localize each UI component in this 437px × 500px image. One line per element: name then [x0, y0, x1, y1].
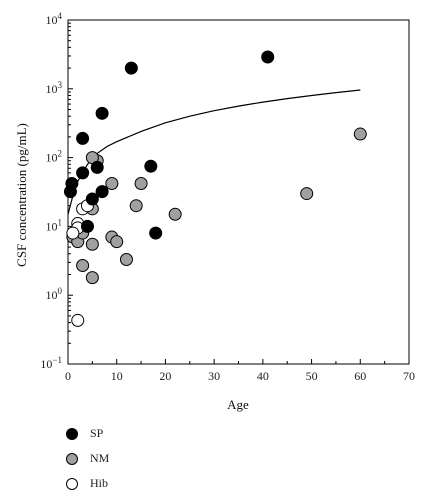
point-sp	[95, 185, 109, 199]
point-sp	[80, 219, 94, 233]
point-nm	[119, 253, 133, 267]
point-nm	[129, 199, 143, 213]
x-tick-label: 40	[257, 369, 269, 383]
scatter-chart: 0 10 20 30 40 50 60 70 10−1 100 101 102 103 104 Age C…	[14, 11, 415, 412]
plot-frame	[67, 19, 410, 365]
y-tick-label: 101	[46, 217, 63, 233]
point-sp	[76, 166, 90, 180]
point-nm	[105, 177, 119, 191]
point-nm	[134, 177, 148, 191]
x-axis-title: Age	[227, 397, 249, 412]
legend: SP NM Hib	[66, 421, 109, 496]
point-sp	[85, 192, 99, 206]
point-hib	[66, 226, 80, 240]
fit-curve	[67, 89, 361, 215]
y-tick-label: 104	[46, 11, 63, 27]
point-hib	[71, 313, 85, 327]
y-tick-label: 100	[46, 286, 63, 302]
axes: 0 10 20 30 40 50 60 70 10−1 100 101 102 103 104	[40, 11, 415, 383]
x-tick-label: 0	[65, 369, 71, 383]
point-sp	[261, 50, 275, 64]
series-sp	[63, 50, 275, 240]
y-tick-label: 102	[46, 149, 63, 165]
x-tick-label: 10	[111, 369, 123, 383]
nm-marker-icon	[66, 452, 78, 465]
legend-item-nm: NM	[66, 446, 109, 471]
point-nm	[168, 207, 182, 221]
y-tick-label: 10−1	[40, 355, 62, 371]
fit-curve-layer	[67, 89, 361, 215]
point-sp	[144, 159, 158, 173]
point-sp	[95, 106, 109, 120]
series-nm	[66, 127, 367, 285]
x-tick-label: 70	[403, 369, 415, 383]
point-sp	[63, 185, 77, 199]
data-points-layer	[63, 50, 367, 327]
legend-item-hib: Hib	[66, 471, 109, 496]
point-nm	[353, 127, 367, 141]
point-sp	[124, 61, 138, 75]
point-sp	[149, 226, 163, 240]
sp-marker-icon	[66, 427, 78, 440]
x-tick-label: 30	[208, 369, 220, 383]
x-tick-label: 20	[159, 369, 171, 383]
point-nm	[110, 235, 124, 249]
legend-label-sp: SP	[90, 426, 104, 440]
point-nm	[300, 187, 314, 201]
x-tick-label: 50	[306, 369, 318, 383]
point-sp	[76, 131, 90, 145]
point-nm	[76, 259, 90, 273]
point-nm	[85, 271, 99, 285]
x-tick-label: 60	[354, 369, 366, 383]
point-sp	[90, 160, 104, 174]
legend-item-sp: SP	[66, 421, 109, 446]
legend-label-nm: NM	[90, 451, 110, 465]
y-axis-title: CSF concentration (pg/mL)	[14, 123, 29, 267]
hib-marker-icon	[66, 477, 78, 490]
legend-label-hib: Hib	[90, 476, 108, 490]
y-tick-label: 103	[46, 80, 63, 96]
point-nm	[85, 237, 99, 251]
